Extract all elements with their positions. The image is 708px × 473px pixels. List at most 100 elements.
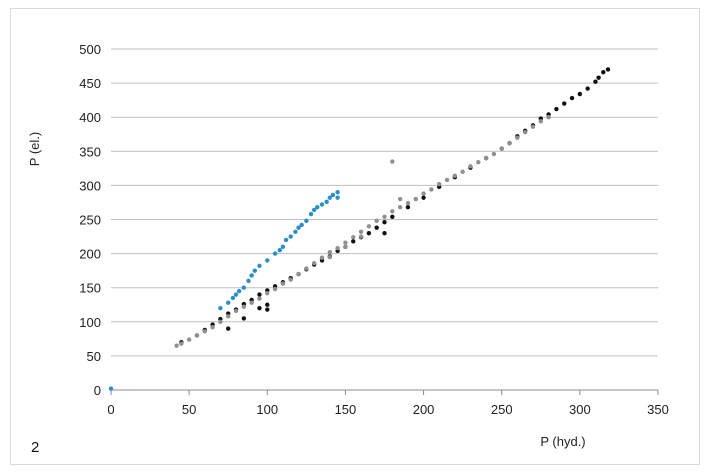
data-point-series-2	[202, 329, 207, 334]
data-point-series-2	[304, 266, 309, 271]
data-point-series-3	[277, 247, 282, 253]
data-point-series-2	[405, 200, 411, 206]
data-points	[108, 67, 611, 391]
data-point-series-2	[351, 235, 356, 240]
x-tick-label: 300	[569, 402, 591, 417]
y-tick-label: 50	[87, 349, 101, 364]
data-point-series-1	[366, 230, 372, 236]
data-point-series-3	[241, 285, 247, 290]
data-point-series-3	[226, 300, 231, 305]
data-point-series-3	[319, 202, 325, 207]
data-point-series-3	[293, 229, 298, 234]
data-point-series-2	[327, 254, 332, 260]
chart-frame: 0 50 100 150 200 250 300 350 400 450 500 0 50 100 150 2…	[10, 8, 700, 465]
data-point-series-2	[538, 119, 543, 124]
data-point-series-2	[186, 337, 192, 342]
y-axis-title: P (el.)	[27, 132, 42, 166]
data-point-series-3	[236, 288, 242, 294]
data-point-series-3	[233, 292, 239, 297]
data-point-series-2	[397, 196, 403, 202]
data-point-series-3	[246, 278, 251, 284]
y-tick-label: 400	[79, 110, 101, 125]
data-point-series-1	[421, 195, 426, 200]
data-point-series-3	[324, 199, 329, 204]
data-point-series-2	[311, 260, 317, 266]
x-tick-label: 100	[256, 402, 278, 417]
data-point-series-1	[554, 106, 559, 112]
y-tick-label: 500	[79, 42, 101, 57]
data-point-series-2	[507, 140, 512, 146]
data-point-series-1	[562, 101, 567, 106]
data-point-series-2	[522, 130, 528, 135]
data-point-series-2	[358, 234, 364, 239]
data-point-series-2	[397, 205, 403, 210]
data-point-series-2	[444, 177, 450, 183]
data-point-series-3	[299, 222, 304, 228]
x-tick-label: 50	[182, 402, 196, 417]
data-point-series-1	[405, 205, 411, 210]
data-point-series-3	[327, 195, 332, 200]
data-point-series-3	[335, 190, 340, 195]
data-point-series-2	[546, 115, 551, 120]
gridlines	[111, 48, 658, 357]
data-point-series-2	[343, 244, 348, 249]
y-tick-label: 200	[79, 247, 101, 262]
data-point-series-2	[343, 240, 348, 245]
data-point-series-3	[265, 258, 270, 263]
data-point-series-2	[272, 286, 278, 292]
data-point-series-3	[249, 273, 254, 278]
data-point-series-3	[280, 244, 286, 249]
data-point-series-1	[226, 326, 231, 331]
data-point-series-3	[230, 295, 236, 301]
data-point-series-2	[515, 135, 520, 140]
data-point-series-1	[577, 91, 583, 97]
data-point-series-2	[174, 343, 179, 348]
y-tick-label: 100	[79, 315, 101, 330]
data-point-series-1	[569, 95, 575, 101]
x-axis-title: P (hyd.)	[540, 434, 585, 449]
data-point-series-3	[335, 195, 340, 200]
data-point-series-3	[304, 218, 309, 224]
x-tick-label: 250	[491, 402, 513, 417]
figure-number: 2	[31, 439, 40, 456]
data-point-series-2	[452, 173, 458, 179]
x-tick-label: 200	[413, 402, 435, 417]
scatter-chart: 0 50 100 150 200 250 300 350 400 450 500 0 50 100 150 2…	[27, 42, 669, 449]
data-point-series-1	[390, 214, 395, 219]
data-point-series-3	[288, 234, 293, 239]
data-point-series-2	[265, 290, 270, 296]
data-point-series-1	[241, 316, 247, 321]
y-tick-label: 150	[79, 281, 101, 296]
data-point-series-1	[374, 225, 379, 230]
data-point-series-3	[296, 225, 301, 230]
y-tick-label: 350	[79, 144, 101, 159]
data-point-series-2	[437, 181, 442, 187]
data-point-series-2	[226, 314, 231, 319]
x-tick-label: 350	[647, 402, 669, 417]
data-point-series-2	[530, 124, 536, 129]
data-point-series-2	[499, 146, 504, 151]
data-point-series-2	[288, 277, 293, 282]
data-point-series-2	[421, 191, 426, 196]
data-point-series-2	[390, 209, 395, 214]
data-point-series-2	[296, 271, 301, 277]
data-point-series-1	[382, 230, 387, 236]
data-point-series-1	[257, 305, 262, 311]
y-tick-label: 450	[79, 76, 101, 91]
data-point-series-1	[596, 75, 601, 80]
data-point-series-1	[601, 69, 606, 75]
data-point-series-3	[252, 268, 257, 273]
data-point-series-2	[366, 224, 372, 229]
data-point-series-2	[319, 255, 325, 260]
data-point-series-3	[218, 305, 223, 311]
data-point-series-1	[351, 239, 356, 244]
data-point-series-2	[241, 304, 247, 309]
data-point-series-2	[327, 250, 332, 255]
x-tick-label: 0	[107, 402, 114, 417]
data-point-series-3	[272, 251, 278, 256]
data-point-series-2	[374, 218, 379, 224]
data-point-series-1	[382, 220, 387, 225]
data-point-series-2	[179, 341, 184, 346]
data-point-series-2	[390, 159, 395, 164]
data-point-series-3	[330, 192, 336, 198]
